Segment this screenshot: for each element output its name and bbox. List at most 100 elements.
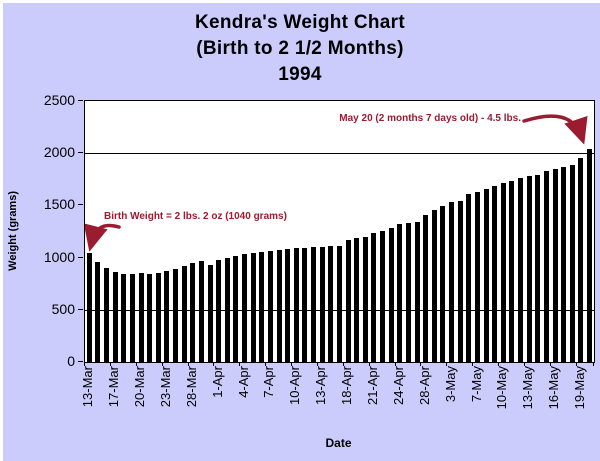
bar-slot — [292, 101, 301, 362]
x-tick-label: 21-Apr — [364, 366, 382, 438]
x-tick — [342, 362, 344, 366]
bar — [129, 274, 135, 362]
x-tick-label: 19-May — [571, 366, 589, 438]
bar-slot — [327, 101, 336, 362]
y-tick — [78, 361, 83, 362]
x-axis-title: Date — [325, 436, 352, 450]
bar — [293, 248, 299, 362]
x-tick-label-text: 23-Mar — [157, 366, 173, 408]
bar-slot — [94, 101, 103, 362]
bar — [388, 228, 394, 362]
bar-slot — [490, 101, 499, 362]
bar-slot — [180, 101, 189, 362]
x-tick-label: 17-Mar — [105, 366, 123, 438]
bar — [423, 215, 429, 362]
x-tick-label: 7-May — [468, 366, 486, 438]
bar — [483, 189, 489, 362]
bar-slot — [189, 101, 198, 362]
bar-slot — [499, 101, 508, 362]
bar-slot — [516, 101, 525, 362]
x-tick — [593, 362, 594, 366]
x-tick-label-text: 18-Apr — [339, 366, 355, 406]
bar-slot — [111, 101, 120, 362]
x-tick — [161, 362, 163, 366]
bar-slot — [102, 101, 111, 362]
bar — [466, 193, 472, 362]
x-tick-label-text: 20-Mar — [132, 366, 148, 408]
bar — [233, 256, 239, 362]
bar-slot — [534, 101, 543, 362]
bar-slot — [163, 101, 172, 362]
bar — [371, 232, 377, 362]
x-tick-label-text: 21-Apr — [365, 366, 380, 406]
bar — [267, 251, 273, 362]
y-tick — [78, 204, 83, 206]
bar — [104, 268, 110, 362]
x-tick-label-text: 28-Apr — [416, 366, 432, 406]
bar — [86, 253, 92, 362]
x-tick-label: 10-May — [493, 366, 511, 438]
x-tick — [291, 362, 293, 366]
x-tick-label: 10-Apr — [286, 366, 304, 438]
x-tick — [420, 362, 422, 366]
bar-slot — [344, 101, 353, 362]
bar — [224, 257, 230, 362]
bar-slot — [559, 101, 568, 362]
bar-slot — [430, 101, 439, 362]
bar — [155, 272, 161, 362]
bar — [587, 148, 593, 362]
bar-slot — [439, 101, 448, 362]
bar-slot — [214, 101, 223, 362]
y-tick-label: 1000 — [43, 248, 75, 265]
annotation-may-20: May 20 (2 months 7 days old) - 4.5 lbs. — [339, 113, 521, 124]
x-tick-label: 13-Apr — [312, 366, 330, 438]
bar-slot — [335, 101, 344, 362]
x-tick-label-text: 10-May — [494, 366, 510, 410]
x-tick — [84, 362, 85, 366]
bar — [242, 254, 248, 362]
bar — [526, 176, 532, 362]
bar — [561, 167, 567, 362]
x-tick — [265, 362, 267, 366]
x-tick — [472, 362, 474, 366]
bar — [147, 273, 153, 362]
bar-slot — [508, 101, 517, 362]
x-tick — [498, 362, 500, 366]
x-tick-label: 13-May — [519, 366, 537, 438]
bar — [319, 246, 325, 362]
bar — [431, 210, 437, 362]
bar — [457, 200, 463, 362]
y-tick — [78, 152, 83, 154]
x-tick-label: 16-May — [545, 366, 563, 438]
chart-title-line-1: Kendra's Weight Chart — [195, 12, 405, 33]
bar-slot — [240, 101, 249, 362]
bar-slot — [387, 101, 396, 362]
x-tick-label-text: 17-Mar — [106, 366, 122, 408]
bar-slot — [542, 101, 551, 362]
bar-slot — [197, 101, 206, 362]
bar-slot — [378, 101, 387, 362]
bar-slot — [266, 101, 275, 362]
bar — [285, 249, 291, 362]
chart-title-line-2: (Birth to 2 1/2 Months) — [196, 38, 404, 59]
bar-slot — [301, 101, 310, 362]
bar-slot — [154, 101, 163, 362]
bar-slot — [206, 101, 215, 362]
y-tick-label: 2500 — [43, 92, 75, 108]
bar-slot — [421, 101, 430, 362]
gridline-2000 — [85, 153, 594, 155]
bar-slot — [361, 101, 370, 362]
bar-slot — [171, 101, 180, 362]
bar — [449, 201, 455, 362]
bar-slot — [456, 101, 465, 362]
bar-slot — [352, 101, 361, 362]
bar — [397, 224, 403, 362]
bar — [535, 174, 541, 362]
x-tick — [135, 362, 137, 366]
bar — [259, 252, 265, 362]
x-tick — [239, 362, 241, 366]
x-tick-label: 1-Apr — [209, 366, 227, 438]
bar — [474, 191, 480, 362]
x-tick — [368, 362, 370, 366]
x-tick — [523, 362, 525, 366]
